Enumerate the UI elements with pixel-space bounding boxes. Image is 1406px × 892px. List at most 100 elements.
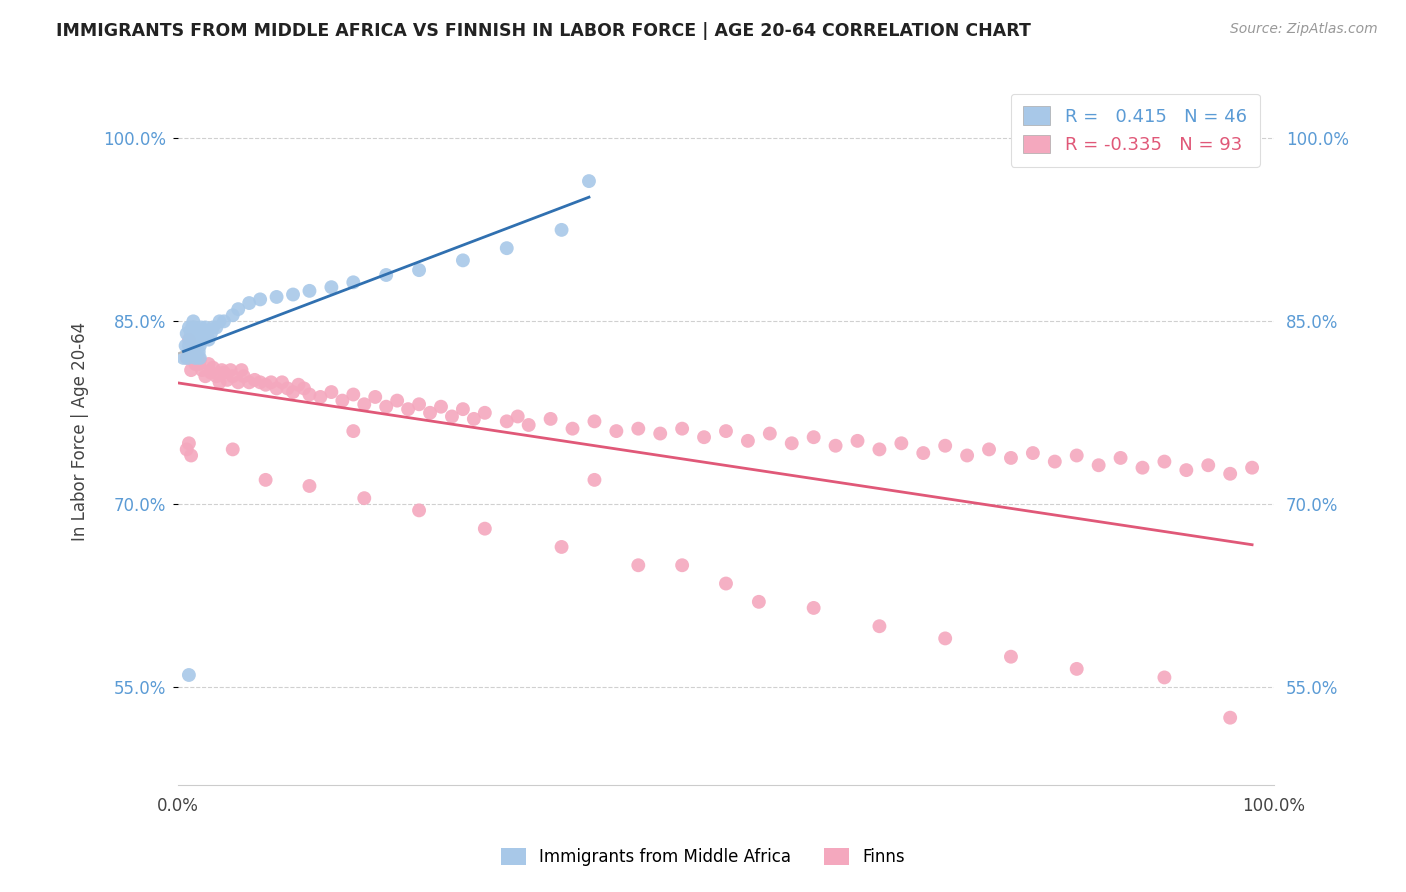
Point [176, 326, 198, 341]
Point [186, 353, 208, 368]
Point [260, 376, 283, 390]
Point [174, 339, 197, 353]
Point [1219, 711, 1241, 725]
Point [187, 344, 209, 359]
Point [321, 385, 343, 400]
Point [451, 402, 474, 417]
Point [177, 320, 200, 334]
Point [243, 373, 266, 387]
Point [202, 360, 225, 375]
Text: Source: ZipAtlas.com: Source: ZipAtlas.com [1230, 22, 1378, 37]
Point [181, 351, 204, 365]
Point [1175, 463, 1198, 477]
Point [737, 434, 759, 448]
Point [194, 369, 217, 384]
Point [803, 430, 825, 444]
Point [211, 363, 233, 377]
Point [271, 376, 294, 390]
Point [226, 302, 249, 317]
Point [650, 426, 672, 441]
Point [342, 424, 364, 438]
Point [238, 296, 260, 310]
Point [474, 406, 496, 420]
Point [188, 351, 211, 365]
Point [176, 351, 198, 365]
Point [177, 339, 200, 353]
Point [226, 376, 249, 390]
Point [202, 320, 225, 334]
Y-axis label: In Labor Force | Age 20-64: In Labor Force | Age 20-64 [72, 321, 89, 541]
Point [1043, 454, 1066, 468]
Point [1109, 450, 1132, 465]
Point [205, 320, 228, 334]
Point [375, 400, 398, 414]
Point [846, 434, 869, 448]
Point [177, 351, 200, 365]
Point [759, 426, 782, 441]
Point [222, 308, 245, 322]
Point [281, 287, 304, 301]
Point [183, 344, 205, 359]
Point [249, 376, 271, 390]
Point [956, 449, 979, 463]
Point [188, 353, 211, 368]
Point [298, 387, 321, 401]
Point [1197, 458, 1219, 473]
Point [1087, 458, 1109, 473]
Point [342, 275, 364, 289]
Point [912, 446, 935, 460]
Point [583, 473, 606, 487]
Point [194, 320, 217, 334]
Point [430, 400, 453, 414]
Point [605, 424, 627, 438]
Point [1153, 670, 1175, 684]
Point [232, 369, 254, 384]
Point [627, 422, 650, 436]
Point [200, 366, 222, 380]
Point [187, 357, 209, 371]
Point [298, 479, 321, 493]
Point [748, 595, 770, 609]
Point [222, 442, 245, 457]
Point [197, 357, 219, 371]
Point [1066, 449, 1088, 463]
Point [408, 503, 430, 517]
Point [292, 381, 315, 395]
Legend: R =   0.415   N = 46, R = -0.335   N = 93: R = 0.415 N = 46, R = -0.335 N = 93 [1011, 94, 1260, 167]
Point [1153, 454, 1175, 468]
Point [186, 326, 208, 341]
Point [780, 436, 803, 450]
Point [330, 393, 353, 408]
Point [561, 422, 583, 436]
Point [583, 414, 606, 428]
Point [506, 409, 529, 424]
Point [181, 320, 204, 334]
Point [1219, 467, 1241, 481]
Text: IMMIGRANTS FROM MIDDLE AFRICA VS FINNISH IN LABOR FORCE | AGE 20-64 CORRELATION : IMMIGRANTS FROM MIDDLE AFRICA VS FINNISH… [56, 22, 1031, 40]
Point [934, 632, 956, 646]
Point [540, 412, 562, 426]
Point [385, 393, 408, 408]
Point [177, 436, 200, 450]
Point [176, 442, 198, 457]
Point [254, 473, 277, 487]
Point [934, 439, 956, 453]
Point [281, 385, 304, 400]
Point [254, 377, 277, 392]
Point [1132, 460, 1154, 475]
Point [463, 412, 485, 426]
Point [474, 522, 496, 536]
Point [671, 422, 693, 436]
Point [191, 326, 214, 341]
Point [803, 601, 825, 615]
Point [208, 314, 231, 328]
Point [890, 436, 912, 450]
Point [321, 280, 343, 294]
Point [183, 339, 205, 353]
Point [217, 373, 239, 387]
Point [517, 417, 540, 432]
Point [212, 314, 235, 328]
Point [868, 619, 890, 633]
Point [179, 333, 201, 347]
Point [184, 351, 207, 365]
